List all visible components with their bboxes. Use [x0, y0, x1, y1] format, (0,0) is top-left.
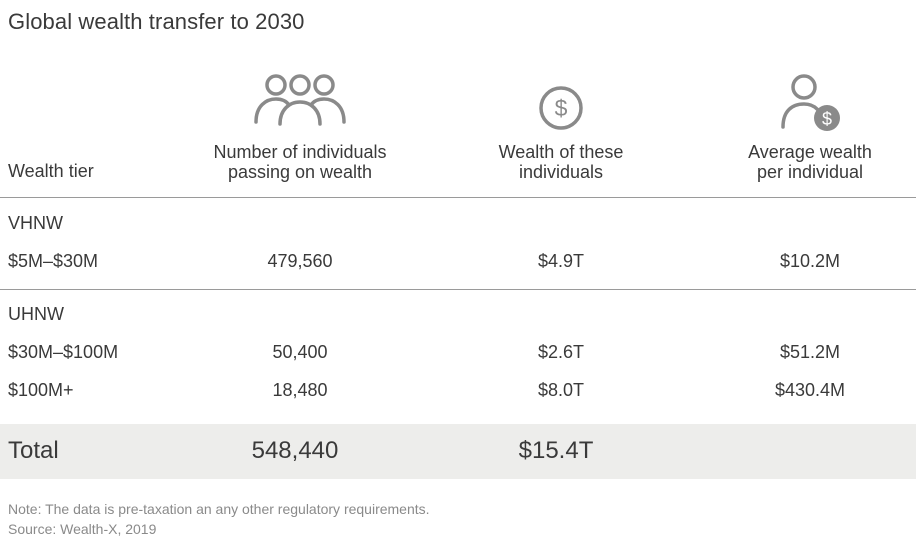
cell-average: $430.4M: [774, 380, 846, 400]
cell-wealth: $4.9T: [537, 251, 585, 271]
group-label-uhnw: UHNW: [8, 304, 64, 324]
total-row: [0, 424, 916, 479]
cell-individuals: 50,400: [272, 342, 328, 362]
cell-individuals: 18,480: [272, 380, 328, 400]
total-wealth: $15.4T: [518, 437, 594, 464]
cell-wealth: $8.0T: [537, 380, 585, 400]
cell-average: $10.2M: [779, 251, 841, 271]
header-wealth-of-individuals: Wealth of these individuals: [441, 142, 681, 182]
footnote-note: Note: The data is pre-taxation an any ot…: [8, 501, 430, 517]
header-number-of-individuals: Number of individuals passing on wealth: [180, 142, 420, 182]
group-label-vhnw: VHNW: [8, 213, 63, 233]
person-dollar-icon: $: [780, 73, 846, 135]
row-tier-30m-100m: $30M–$100M: [8, 342, 119, 362]
svg-text:$: $: [822, 109, 832, 129]
header-divider: [0, 197, 916, 198]
header-average-line1: Average wealth: [748, 142, 872, 162]
header-average-line2: per individual: [756, 162, 864, 182]
total-individuals: 548,440: [251, 437, 339, 464]
header-wealth-tier: Wealth tier: [8, 161, 94, 181]
footnote-source: Source: Wealth-X, 2019: [8, 521, 157, 537]
header-individuals-line1: Number of individuals: [213, 142, 387, 162]
people-group-icon: [252, 72, 348, 128]
header-individuals-line2: passing on wealth: [227, 162, 373, 182]
cell-wealth: $2.6T: [537, 342, 585, 362]
dollar-coin-icon: $: [538, 85, 584, 131]
svg-text:$: $: [555, 95, 568, 121]
cell-individuals: 479,560: [267, 251, 333, 271]
header-wealth-line2: individuals: [518, 162, 604, 182]
header-average-wealth: Average wealth per individual: [690, 142, 916, 182]
header-wealth-line1: Wealth of these: [498, 142, 624, 162]
total-label: Total: [8, 437, 59, 464]
cell-average: $51.2M: [779, 342, 841, 362]
page-title: Global wealth transfer to 2030: [8, 9, 305, 34]
row-tier-5m-30m: $5M–$30M: [8, 251, 99, 271]
group-divider: [0, 289, 916, 290]
row-tier-100m-plus: $100M+: [8, 380, 74, 400]
